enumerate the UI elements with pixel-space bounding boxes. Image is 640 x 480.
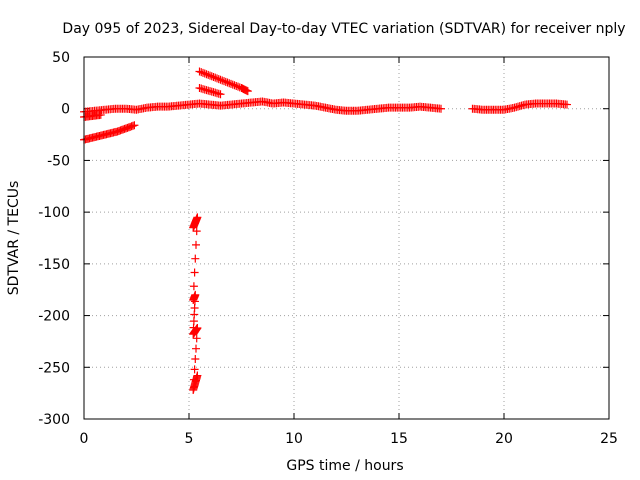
series-outliers — [189, 213, 202, 395]
data-point — [243, 87, 252, 96]
data-point — [190, 365, 199, 374]
grid-lines — [84, 57, 609, 419]
x-tick-label: 15 — [390, 431, 408, 447]
data-point — [193, 213, 202, 222]
data-point — [227, 79, 235, 88]
data-point — [193, 323, 202, 332]
data-point — [220, 77, 228, 86]
data-point — [211, 73, 220, 82]
x-tick-label: 10 — [285, 431, 303, 447]
data-point — [200, 69, 209, 78]
data-point — [130, 121, 139, 130]
y-axis-label: SDTVAR / TECUs — [6, 181, 22, 296]
data-point — [221, 77, 230, 86]
data-points — [80, 67, 571, 395]
data-point — [192, 240, 200, 249]
data-point — [189, 282, 198, 291]
y-tick-label: -50 — [47, 153, 70, 169]
data-point — [191, 355, 200, 364]
y-tick-label: 50 — [52, 50, 70, 66]
data-point — [437, 104, 445, 113]
x-tick-label: 25 — [600, 431, 618, 447]
x-axis-label: GPS time / hours — [286, 458, 403, 474]
data-point — [216, 75, 225, 84]
data-point — [232, 81, 241, 90]
data-point — [225, 79, 234, 88]
data-point — [206, 71, 214, 80]
y-tick-labels: -300 -250 -200 -150 -100 -50 0 50 — [38, 50, 70, 428]
data-point — [197, 68, 206, 77]
series-main-track — [80, 97, 571, 116]
data-point — [216, 90, 225, 99]
data-point — [199, 68, 207, 77]
data-point — [195, 67, 204, 76]
y-tick-label: -200 — [38, 309, 70, 325]
y-tick-label: -250 — [38, 360, 70, 376]
data-point — [234, 82, 242, 91]
data-point — [218, 76, 227, 85]
chart-title: Day 095 of 2023, Sidereal Day-to-day VTE… — [62, 21, 625, 37]
data-point — [193, 371, 202, 380]
y-tick-label: -150 — [38, 257, 70, 273]
data-point — [214, 75, 223, 84]
data-point — [191, 254, 200, 263]
data-point — [204, 70, 213, 79]
series-lower-arc — [80, 121, 139, 144]
data-point — [209, 72, 218, 81]
series-upper-arc-2 — [195, 84, 225, 99]
x-tick-label: 20 — [495, 431, 513, 447]
x-tick-label: 0 — [80, 431, 89, 447]
y-tick-label: -100 — [38, 205, 70, 221]
x-tick-labels: 0 5 10 15 20 25 — [80, 431, 618, 447]
data-point — [213, 74, 221, 83]
data-point — [190, 268, 199, 277]
data-point — [207, 72, 216, 81]
data-point — [228, 80, 237, 89]
y-tick-label: -300 — [38, 412, 70, 428]
data-point — [96, 110, 105, 119]
data-point — [563, 100, 571, 109]
plot-frame — [83, 56, 610, 420]
x-tick-label: 5 — [185, 431, 194, 447]
data-point — [192, 227, 201, 236]
data-point — [192, 344, 200, 353]
series-upper-arc-1 — [195, 67, 252, 96]
y-tick-label: 0 — [61, 102, 70, 118]
data-point — [223, 78, 232, 87]
data-point — [202, 70, 211, 79]
data-point — [192, 334, 201, 343]
data-point — [230, 81, 239, 90]
